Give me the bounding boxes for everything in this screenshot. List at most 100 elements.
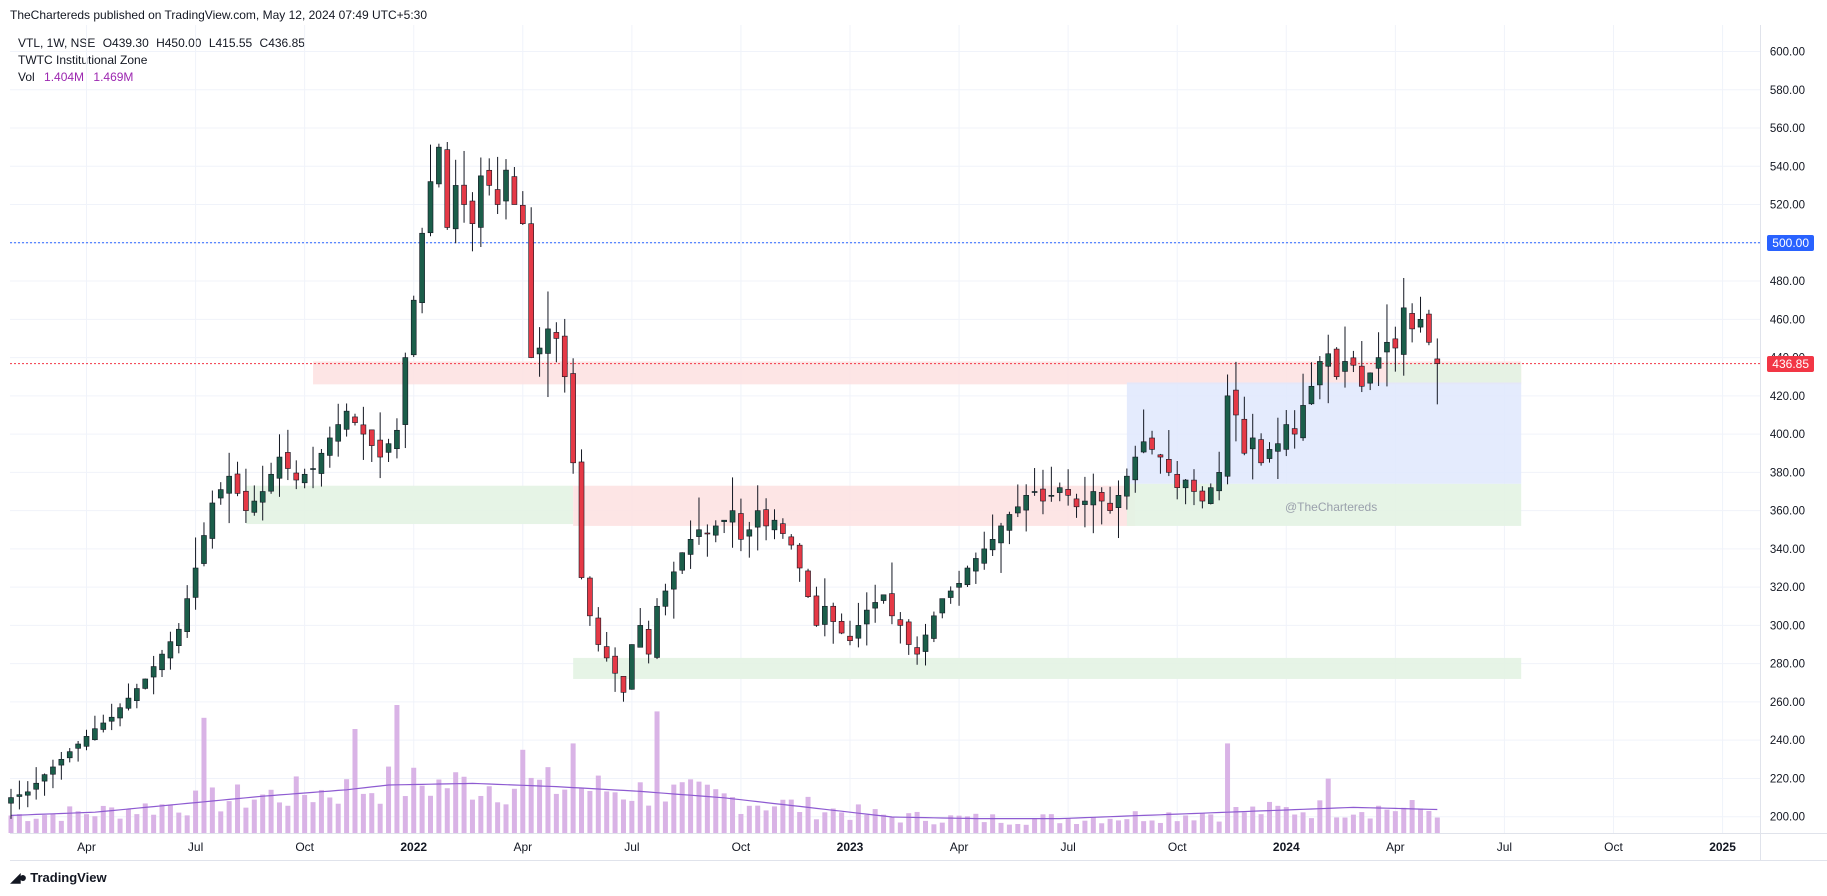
- volume-bar: [1376, 805, 1382, 833]
- candle-body: [1124, 475, 1130, 497]
- candle-body: [1426, 313, 1432, 343]
- volume-bar: [629, 800, 635, 833]
- volume-bar: [1275, 805, 1281, 833]
- x-tick-label: Apr: [950, 840, 969, 854]
- candle-body: [469, 200, 476, 224]
- candle-body: [478, 175, 484, 228]
- candle-body: [24, 791, 31, 796]
- volume-bar: [184, 815, 190, 833]
- candle-body: [209, 502, 216, 539]
- candle-body: [1333, 348, 1340, 378]
- volume-bar: [797, 812, 803, 833]
- candle-body: [1417, 319, 1424, 328]
- volume-bar: [545, 767, 551, 833]
- candle-body: [1207, 487, 1214, 504]
- volume-bar: [1409, 800, 1415, 833]
- y-tick-label: 460.00: [1770, 314, 1805, 326]
- volume-bar: [503, 804, 509, 833]
- volume-bar: [604, 791, 610, 833]
- y-tick-label: 280.00: [1770, 659, 1805, 671]
- candle-body: [410, 299, 417, 356]
- candle-body: [1342, 361, 1348, 372]
- candle-body: [1233, 389, 1239, 416]
- candle-body: [385, 443, 392, 453]
- volume-bar: [595, 775, 601, 833]
- volume-bar: [1308, 818, 1314, 833]
- volume-bar: [1384, 809, 1390, 833]
- candle-body: [981, 548, 988, 564]
- volume-bar: [486, 786, 492, 833]
- y-tick-label: 220.00: [1770, 773, 1805, 785]
- volume-bar: [830, 808, 836, 833]
- volume-bar: [1426, 810, 1432, 833]
- volume-bar: [855, 804, 861, 833]
- candle-body: [1132, 456, 1139, 481]
- volume-bar: [746, 805, 752, 833]
- candle-body: [419, 232, 425, 304]
- candle-body: [1082, 500, 1088, 505]
- volume-bar: [587, 790, 593, 833]
- candle-body: [1400, 307, 1407, 355]
- volume-bar: [1124, 819, 1130, 833]
- price-tag-last: 436.85: [1767, 355, 1814, 372]
- candle-body: [1249, 437, 1256, 450]
- tradingview-brand[interactable]: ◢● TradingView: [10, 869, 107, 886]
- candle-body: [1291, 428, 1298, 435]
- x-tick-label: Oct: [295, 840, 314, 854]
- candle-body: [50, 766, 56, 775]
- candle-body: [519, 204, 526, 224]
- volume-bar: [469, 799, 475, 833]
- volume-bar: [637, 782, 643, 833]
- volume-bar: [847, 819, 853, 833]
- symbol-label[interactable]: VTL, 1W, NSE: [18, 36, 96, 50]
- candle-body: [1048, 495, 1055, 497]
- volume-bar: [453, 772, 459, 833]
- candle-body: [452, 185, 459, 230]
- volume-bar: [495, 802, 501, 833]
- volume-bar: [117, 818, 123, 833]
- candle-body: [1149, 437, 1155, 450]
- candle-body: [184, 598, 190, 632]
- volume-bar: [176, 812, 182, 833]
- candle-body: [1266, 449, 1273, 459]
- indicator-label[interactable]: TWTC Institutional Zone: [18, 53, 148, 67]
- candle-body: [1216, 472, 1222, 492]
- candle-body: [343, 410, 350, 430]
- volume-bar: [293, 776, 299, 833]
- symbol-ohlc-row: VTL, 1W, NSE O439.30 H450.00 L415.55 C43…: [18, 35, 305, 52]
- candle-body: [570, 373, 576, 464]
- volume-bar: [872, 809, 878, 833]
- volume-bar: [864, 814, 870, 833]
- candle-body: [117, 707, 123, 719]
- volume-bar: [461, 776, 467, 833]
- candle-body: [251, 500, 258, 513]
- candle-body: [100, 722, 107, 730]
- high-value: H450.00: [156, 36, 202, 50]
- candle-body: [830, 605, 837, 622]
- candle-body: [1157, 454, 1164, 458]
- candle-body: [318, 452, 325, 474]
- candle-body: [914, 647, 920, 655]
- volume-bar: [738, 813, 744, 833]
- open-value: O439.30: [102, 36, 149, 50]
- volume-bar: [1418, 808, 1424, 833]
- volume-bar: [436, 779, 442, 833]
- candle-body: [1174, 474, 1181, 488]
- candle-body: [536, 347, 543, 355]
- candle-body: [75, 743, 81, 749]
- candle-body: [1014, 506, 1021, 514]
- candle-body: [293, 472, 300, 481]
- volume-bar: [1325, 778, 1331, 833]
- volume-bar: [151, 814, 157, 833]
- volume-bar: [1057, 823, 1063, 833]
- volume-bar: [1434, 817, 1440, 833]
- x-tick-label: Jul: [624, 840, 639, 854]
- volume-bar: [788, 799, 794, 833]
- volume-bar: [520, 749, 526, 833]
- candle-body: [1350, 357, 1357, 366]
- y-tick-label: 260.00: [1770, 697, 1805, 709]
- volume-label[interactable]: Vol: [18, 70, 35, 84]
- candle-body: [1107, 502, 1113, 511]
- candle-body: [746, 529, 753, 537]
